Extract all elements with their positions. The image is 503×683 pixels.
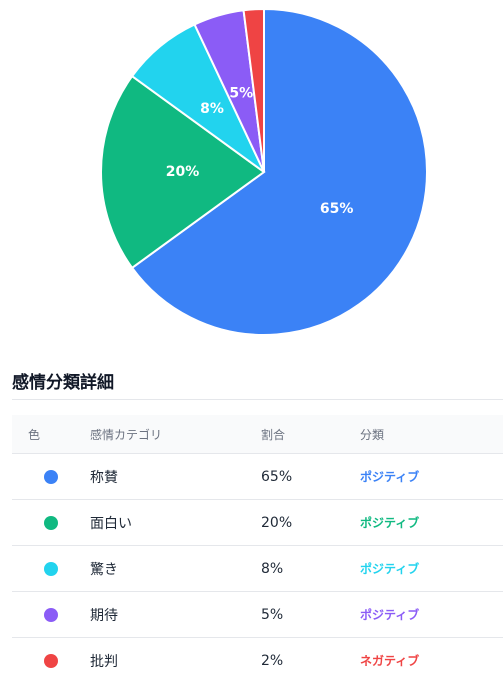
class-label: ポジティブ	[360, 516, 420, 530]
category-cell: 期待	[90, 591, 261, 638]
ratio-cell: 20%	[261, 499, 360, 546]
class-label: ネガティブ	[360, 654, 420, 668]
class-cell: ネガティブ	[360, 638, 503, 683]
emotion-detail-table: 色 感情カテゴリ 割合 分類 称賛 65% ポジティブ 面白い 20% ポジティブ 驚き 8%…	[12, 415, 503, 683]
pie-slice	[100, 74, 266, 270]
class-label: ポジティブ	[360, 562, 420, 576]
color-dot	[44, 469, 58, 484]
pie-slice	[130, 7, 428, 336]
color-cell	[12, 499, 90, 546]
color-cell	[12, 638, 90, 683]
table-row: 面白い 20% ポジティブ	[12, 499, 503, 546]
section-title: 感情分類詳細	[12, 373, 114, 393]
class-cell: ポジティブ	[360, 545, 503, 592]
ratio-cell: 65%	[261, 453, 360, 500]
color-dot	[44, 653, 58, 668]
color-cell	[12, 591, 90, 638]
pie-slice-label: 8%	[200, 101, 224, 117]
color-dot	[44, 515, 58, 530]
header-ratio: 割合	[261, 415, 360, 454]
ratio-cell: 8%	[261, 545, 360, 592]
header-category: 感情カテゴリ	[90, 415, 261, 454]
pie-slice-label: 20%	[166, 164, 200, 180]
table-row: 称賛 65% ポジティブ	[12, 453, 503, 500]
emotion-pie-chart: 65% 20% 8% 5%	[100, 7, 428, 336]
table-row: 批判 2% ネガティブ	[12, 638, 503, 683]
category-cell: 面白い	[90, 499, 261, 546]
class-cell: ポジティブ	[360, 499, 503, 546]
class-label: ポジティブ	[360, 470, 420, 484]
pie-slice-label: 65%	[320, 201, 354, 217]
category-cell: 称賛	[90, 453, 261, 500]
ratio-cell: 2%	[261, 652, 284, 669]
pie-slice	[242, 7, 265, 173]
header-color: 色	[12, 415, 90, 454]
section-divider	[12, 399, 503, 400]
ratio-cell: 5%	[261, 591, 360, 638]
pie-slice-label: 5%	[229, 86, 253, 102]
category-cell: 批判	[90, 653, 118, 670]
class-cell: ポジティブ	[360, 453, 503, 500]
table-row: 期待 5% ポジティブ	[12, 591, 503, 638]
header-class: 分類	[360, 415, 503, 454]
table-row: 驚き 8% ポジティブ	[12, 545, 503, 592]
color-dot	[44, 607, 58, 622]
color-cell	[12, 453, 90, 500]
category-cell: 驚き	[90, 545, 261, 592]
table-header-row: 色 感情カテゴリ 割合 分類	[12, 415, 503, 454]
color-dot	[44, 561, 58, 576]
class-cell: ポジティブ	[360, 591, 503, 638]
class-label: ポジティブ	[360, 608, 420, 622]
color-cell	[12, 545, 90, 592]
